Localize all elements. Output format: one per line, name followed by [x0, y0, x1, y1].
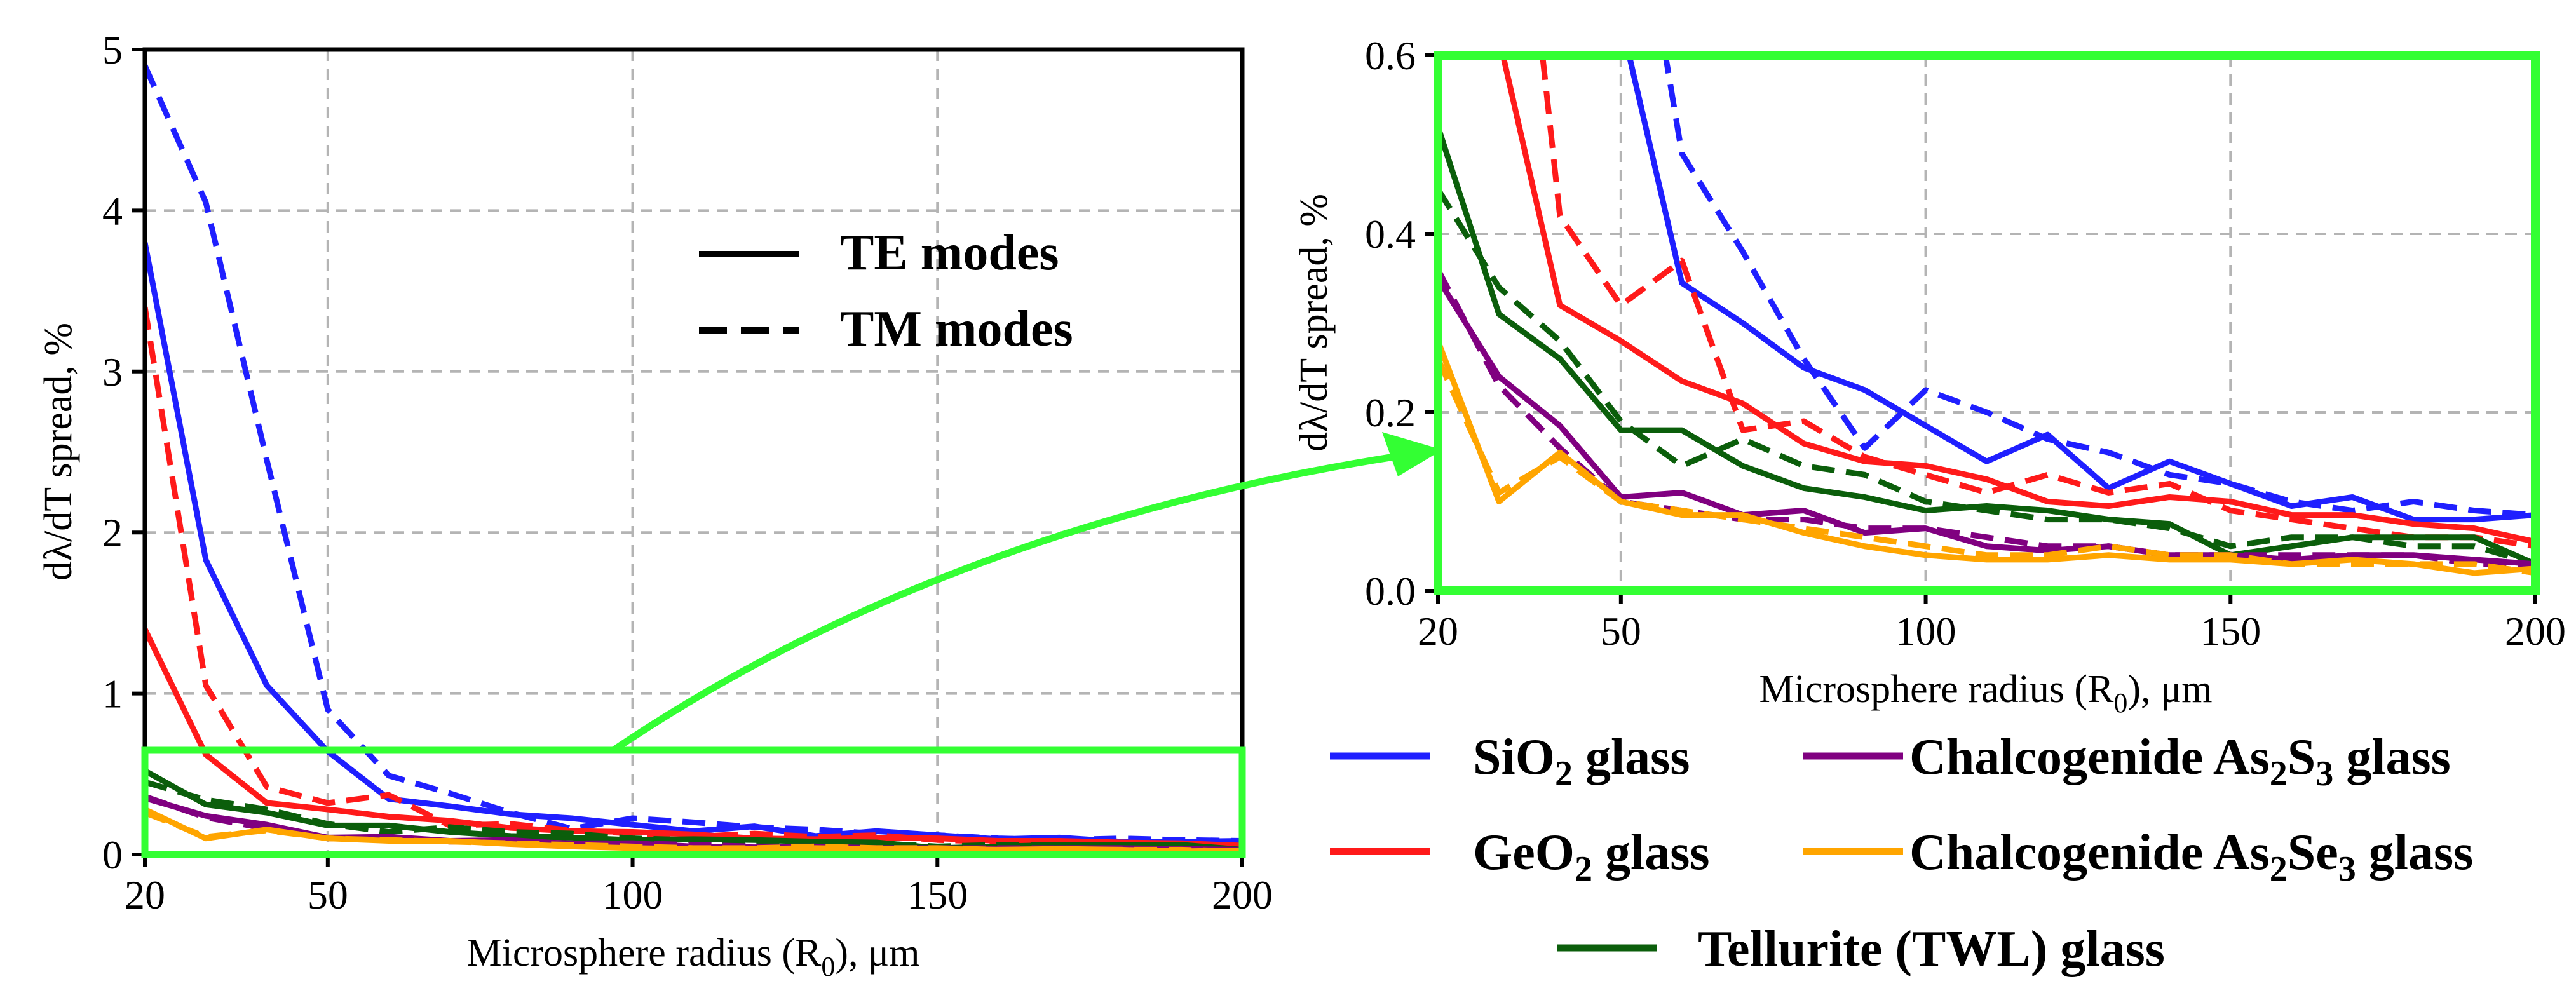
mode-legend: TE modes TM modes [699, 225, 1073, 357]
zoom-arrow-line [611, 449, 1424, 753]
zoom-arrow [611, 432, 1442, 753]
y-tick-label: 3 [102, 349, 123, 395]
series-as2se3-tm [145, 809, 1242, 855]
zoom-region-box [141, 746, 1246, 858]
series-sio2-tm [145, 64, 1242, 844]
series-as2s3-te [1438, 276, 2535, 567]
y-tick-label: 0.2 [1365, 390, 1416, 435]
y-tick-label: 0 [102, 832, 123, 877]
series-sio2-tm [1662, 55, 2535, 518]
data-series [1438, 55, 2535, 576]
zoom-arrow-head [1382, 432, 1442, 476]
tm-legend-label: TM modes [840, 301, 1073, 357]
data-series [145, 64, 1242, 855]
y-axis-label-zoom: dλ/dT spread, % [1292, 194, 1336, 452]
axis-ticks: 20 50 100 150 200 0.0 0.2 0.4 0.6 [1365, 33, 2566, 654]
y-tick-label: 0.6 [1365, 33, 1416, 78]
series-sio2-te [1626, 55, 2535, 523]
zoom-plot-frame [1434, 51, 2540, 595]
material-legend: SiO2 glass Chalcogenide As2S3 glass GeO2… [1330, 729, 2473, 977]
sio2-legend-label: SiO2 glass [1473, 729, 1690, 794]
as2se3-legend-label: Chalcogenide As2Se3 glass [1909, 825, 2473, 889]
x-axis-label: Microsphere radius (R0), μm [467, 931, 920, 982]
series-twl-te [1438, 126, 2535, 567]
as2s3-legend-label: Chalcogenide As2S3 glass [1909, 729, 2451, 794]
x-tick-label: 100 [602, 872, 663, 917]
series-twl-tm [1438, 187, 2535, 567]
x-tick-label: 200 [1212, 872, 1273, 917]
series-geo2-te [1500, 55, 2535, 545]
te-legend-label: TE modes [840, 225, 1059, 281]
grid [145, 50, 1242, 855]
y-tick-label: 2 [102, 510, 123, 555]
x-tick-label: 150 [2200, 609, 2261, 654]
x-tick-label: 200 [2505, 609, 2566, 654]
y-tick-label: 0.4 [1365, 212, 1416, 257]
y-tick-label: 5 [102, 27, 123, 72]
series-geo2-tm [145, 306, 1242, 849]
twl-legend-label: Tellurite (TWL) glass [1698, 921, 2165, 977]
x-tick-label: 50 [308, 872, 348, 917]
zoomed-chart: 20 50 100 150 200 0.0 0.2 0.4 0.6 Microsphere ra… [1292, 33, 2566, 719]
series-as2se3-tm [1438, 357, 2535, 576]
series-as2s3-tm [1438, 268, 2535, 567]
y-tick-label: 4 [102, 188, 123, 233]
y-tick-label: 0.0 [1365, 569, 1416, 614]
x-tick-label: 100 [1895, 609, 1956, 654]
y-tick-label: 1 [102, 672, 123, 717]
series-twl-tm [145, 779, 1242, 853]
geo2-legend-label: GeO2 glass [1473, 825, 1709, 889]
x-tick-label: 50 [1601, 609, 1641, 654]
x-axis-label-zoom: Microsphere radius (R0), μm [1759, 668, 2213, 719]
y-axis-label: dλ/dT spread, % [37, 323, 80, 581]
x-tick-label: 20 [125, 872, 165, 917]
x-tick-label: 150 [907, 872, 968, 917]
series-geo2-tm [1539, 55, 2535, 550]
axis-ticks: 20 50 100 150 200 0 1 2 3 4 5 [102, 27, 1273, 917]
x-tick-label: 20 [1418, 609, 1458, 654]
full-range-chart: 20 50 100 150 200 0 1 2 3 4 5 Microsphere radius (… [37, 27, 1273, 982]
series-geo2-te [145, 628, 1242, 849]
